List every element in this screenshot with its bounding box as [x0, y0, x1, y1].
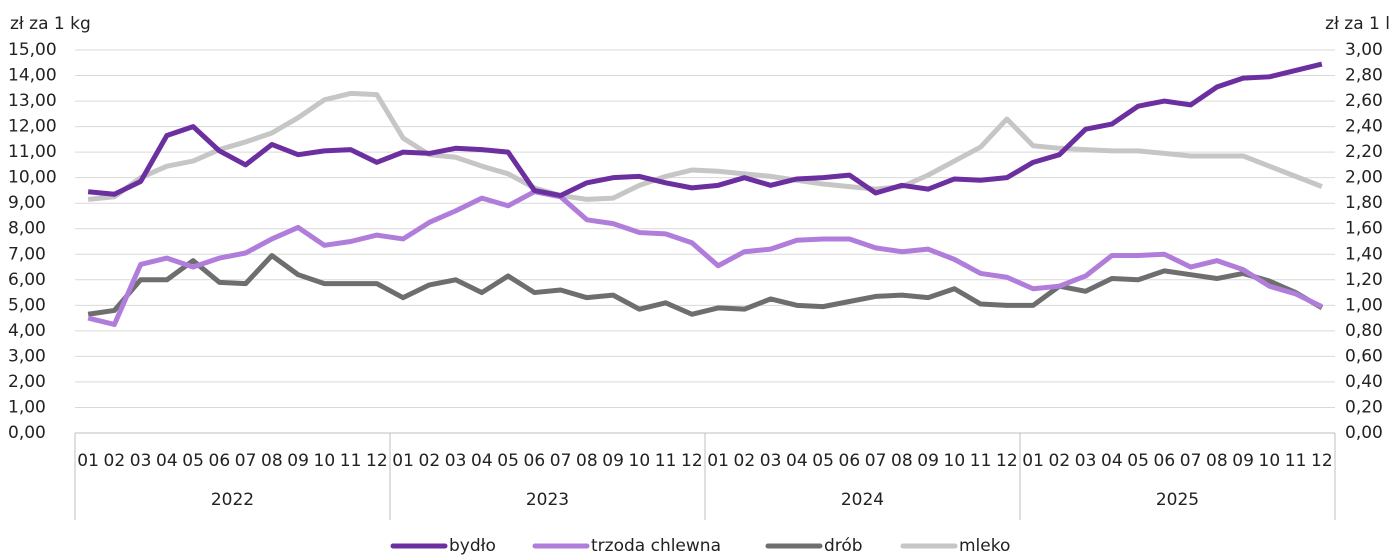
x-tick-label: 03	[760, 451, 782, 471]
y2-tick-label: 0,80	[1345, 321, 1383, 341]
x-tick-label: 09	[602, 451, 624, 471]
x-tick-label: 08	[576, 451, 598, 471]
x-tick-label: 06	[524, 451, 546, 471]
y2-tick-label: 0,60	[1345, 346, 1383, 366]
x-tick-label: 08	[1206, 451, 1228, 471]
x-tick-label: 07	[235, 451, 257, 471]
y2-tick-label: 2,40	[1345, 117, 1383, 137]
y-tick-label: 10,00	[8, 168, 57, 188]
x-tick-label: 11	[655, 451, 677, 471]
x-tick-label: 03	[1075, 451, 1097, 471]
x-tick-label: 11	[340, 451, 362, 471]
y-tick-label: 4,00	[8, 321, 46, 341]
y-tick-label: 7,00	[8, 244, 46, 264]
x-tick-label: 02	[734, 451, 756, 471]
y2-tick-label: 0,00	[1345, 423, 1383, 443]
x-group-label: 2023	[526, 490, 569, 510]
y-tick-label: 3,00	[8, 346, 46, 366]
legend-label: trzoda chlewna	[591, 536, 721, 556]
y-tick-label: 9,00	[8, 193, 46, 213]
y-tick-label: 11,00	[8, 142, 57, 162]
x-tick-label: 05	[812, 451, 834, 471]
series-line	[87, 253, 1324, 317]
y-tick-label: 12,00	[8, 117, 57, 137]
x-tick-label: 11	[970, 451, 992, 471]
x-group-label: 2025	[1156, 490, 1199, 510]
x-tick-label: 07	[865, 451, 887, 471]
x-tick-label: 10	[629, 451, 651, 471]
y-axis-label: zł za 1 kg	[10, 14, 91, 34]
x-group-label: 2024	[841, 490, 884, 510]
x-tick-label: 01	[1022, 451, 1044, 471]
x-tick-label: 04	[471, 451, 493, 471]
y-tick-label: 1,00	[8, 397, 46, 417]
x-tick-label: 02	[419, 451, 441, 471]
y2-tick-label: 0,20	[1345, 397, 1383, 417]
y2-tick-label: 1,20	[1345, 270, 1383, 290]
y2-axis-label: zł za 1 l	[1325, 14, 1390, 34]
y2-tick-label: 2,00	[1345, 168, 1383, 188]
x-tick-label: 07	[550, 451, 572, 471]
x-tick-label: 06	[209, 451, 231, 471]
y-tick-label: 15,00	[8, 40, 57, 60]
legend-label: drób	[824, 536, 863, 556]
y-tick-label: 13,00	[8, 91, 57, 111]
x-tick-label: 04	[1101, 451, 1123, 471]
x-tick-label: 09	[287, 451, 309, 471]
x-tick-label: 08	[891, 451, 913, 471]
x-tick-label: 10	[944, 451, 966, 471]
x-tick-label: 05	[182, 451, 204, 471]
x-tick-label: 02	[1049, 451, 1071, 471]
x-tick-label: 03	[445, 451, 467, 471]
x-tick-label: 12	[996, 451, 1018, 471]
y-tick-label: 6,00	[8, 270, 46, 290]
y2-tick-label: 2,20	[1345, 142, 1383, 162]
y2-tick-label: 1,40	[1345, 244, 1383, 264]
x-tick-label: 12	[681, 451, 703, 471]
series-line	[87, 61, 1323, 199]
y2-tick-label: 1,80	[1345, 193, 1383, 213]
x-tick-label: 10	[1259, 451, 1281, 471]
y2-tick-label: 2,60	[1345, 91, 1383, 111]
x-tick-label: 05	[497, 451, 519, 471]
x-tick-label: 07	[1180, 451, 1202, 471]
x-tick-label: 03	[130, 451, 152, 471]
x-tick-label: 06	[839, 451, 861, 471]
y-tick-label: 5,00	[8, 295, 46, 315]
x-tick-label: 12	[1311, 451, 1333, 471]
y-tick-label: 2,00	[8, 372, 46, 392]
x-tick-label: 08	[261, 451, 283, 471]
series-line	[87, 189, 1323, 327]
y2-tick-label: 2,80	[1345, 66, 1383, 86]
y2-tick-label: 1,60	[1345, 219, 1383, 239]
x-tick-label: 09	[917, 451, 939, 471]
x-tick-label: 04	[156, 451, 178, 471]
x-tick-label: 04	[786, 451, 808, 471]
y2-tick-label: 3,00	[1345, 40, 1383, 60]
x-tick-label: 02	[104, 451, 126, 471]
x-tick-label: 12	[366, 451, 388, 471]
x-tick-label: 10	[314, 451, 336, 471]
x-tick-label: 06	[1154, 451, 1176, 471]
x-tick-label: 05	[1127, 451, 1149, 471]
x-tick-label: 01	[392, 451, 414, 471]
y-tick-label: 0,00	[8, 423, 46, 443]
x-group-label: 2022	[211, 490, 254, 510]
series-line	[87, 90, 1323, 202]
y-tick-label: 14,00	[8, 66, 57, 86]
x-tick-label: 01	[707, 451, 729, 471]
legend-label: bydło	[449, 536, 496, 556]
y2-tick-label: 1,00	[1345, 295, 1383, 315]
y2-tick-label: 0,40	[1345, 372, 1383, 392]
y-tick-label: 8,00	[8, 219, 46, 239]
legend-label: mleko	[959, 536, 1010, 556]
x-tick-label: 11	[1285, 451, 1307, 471]
x-tick-label: 09	[1232, 451, 1254, 471]
x-tick-label: 01	[77, 451, 99, 471]
